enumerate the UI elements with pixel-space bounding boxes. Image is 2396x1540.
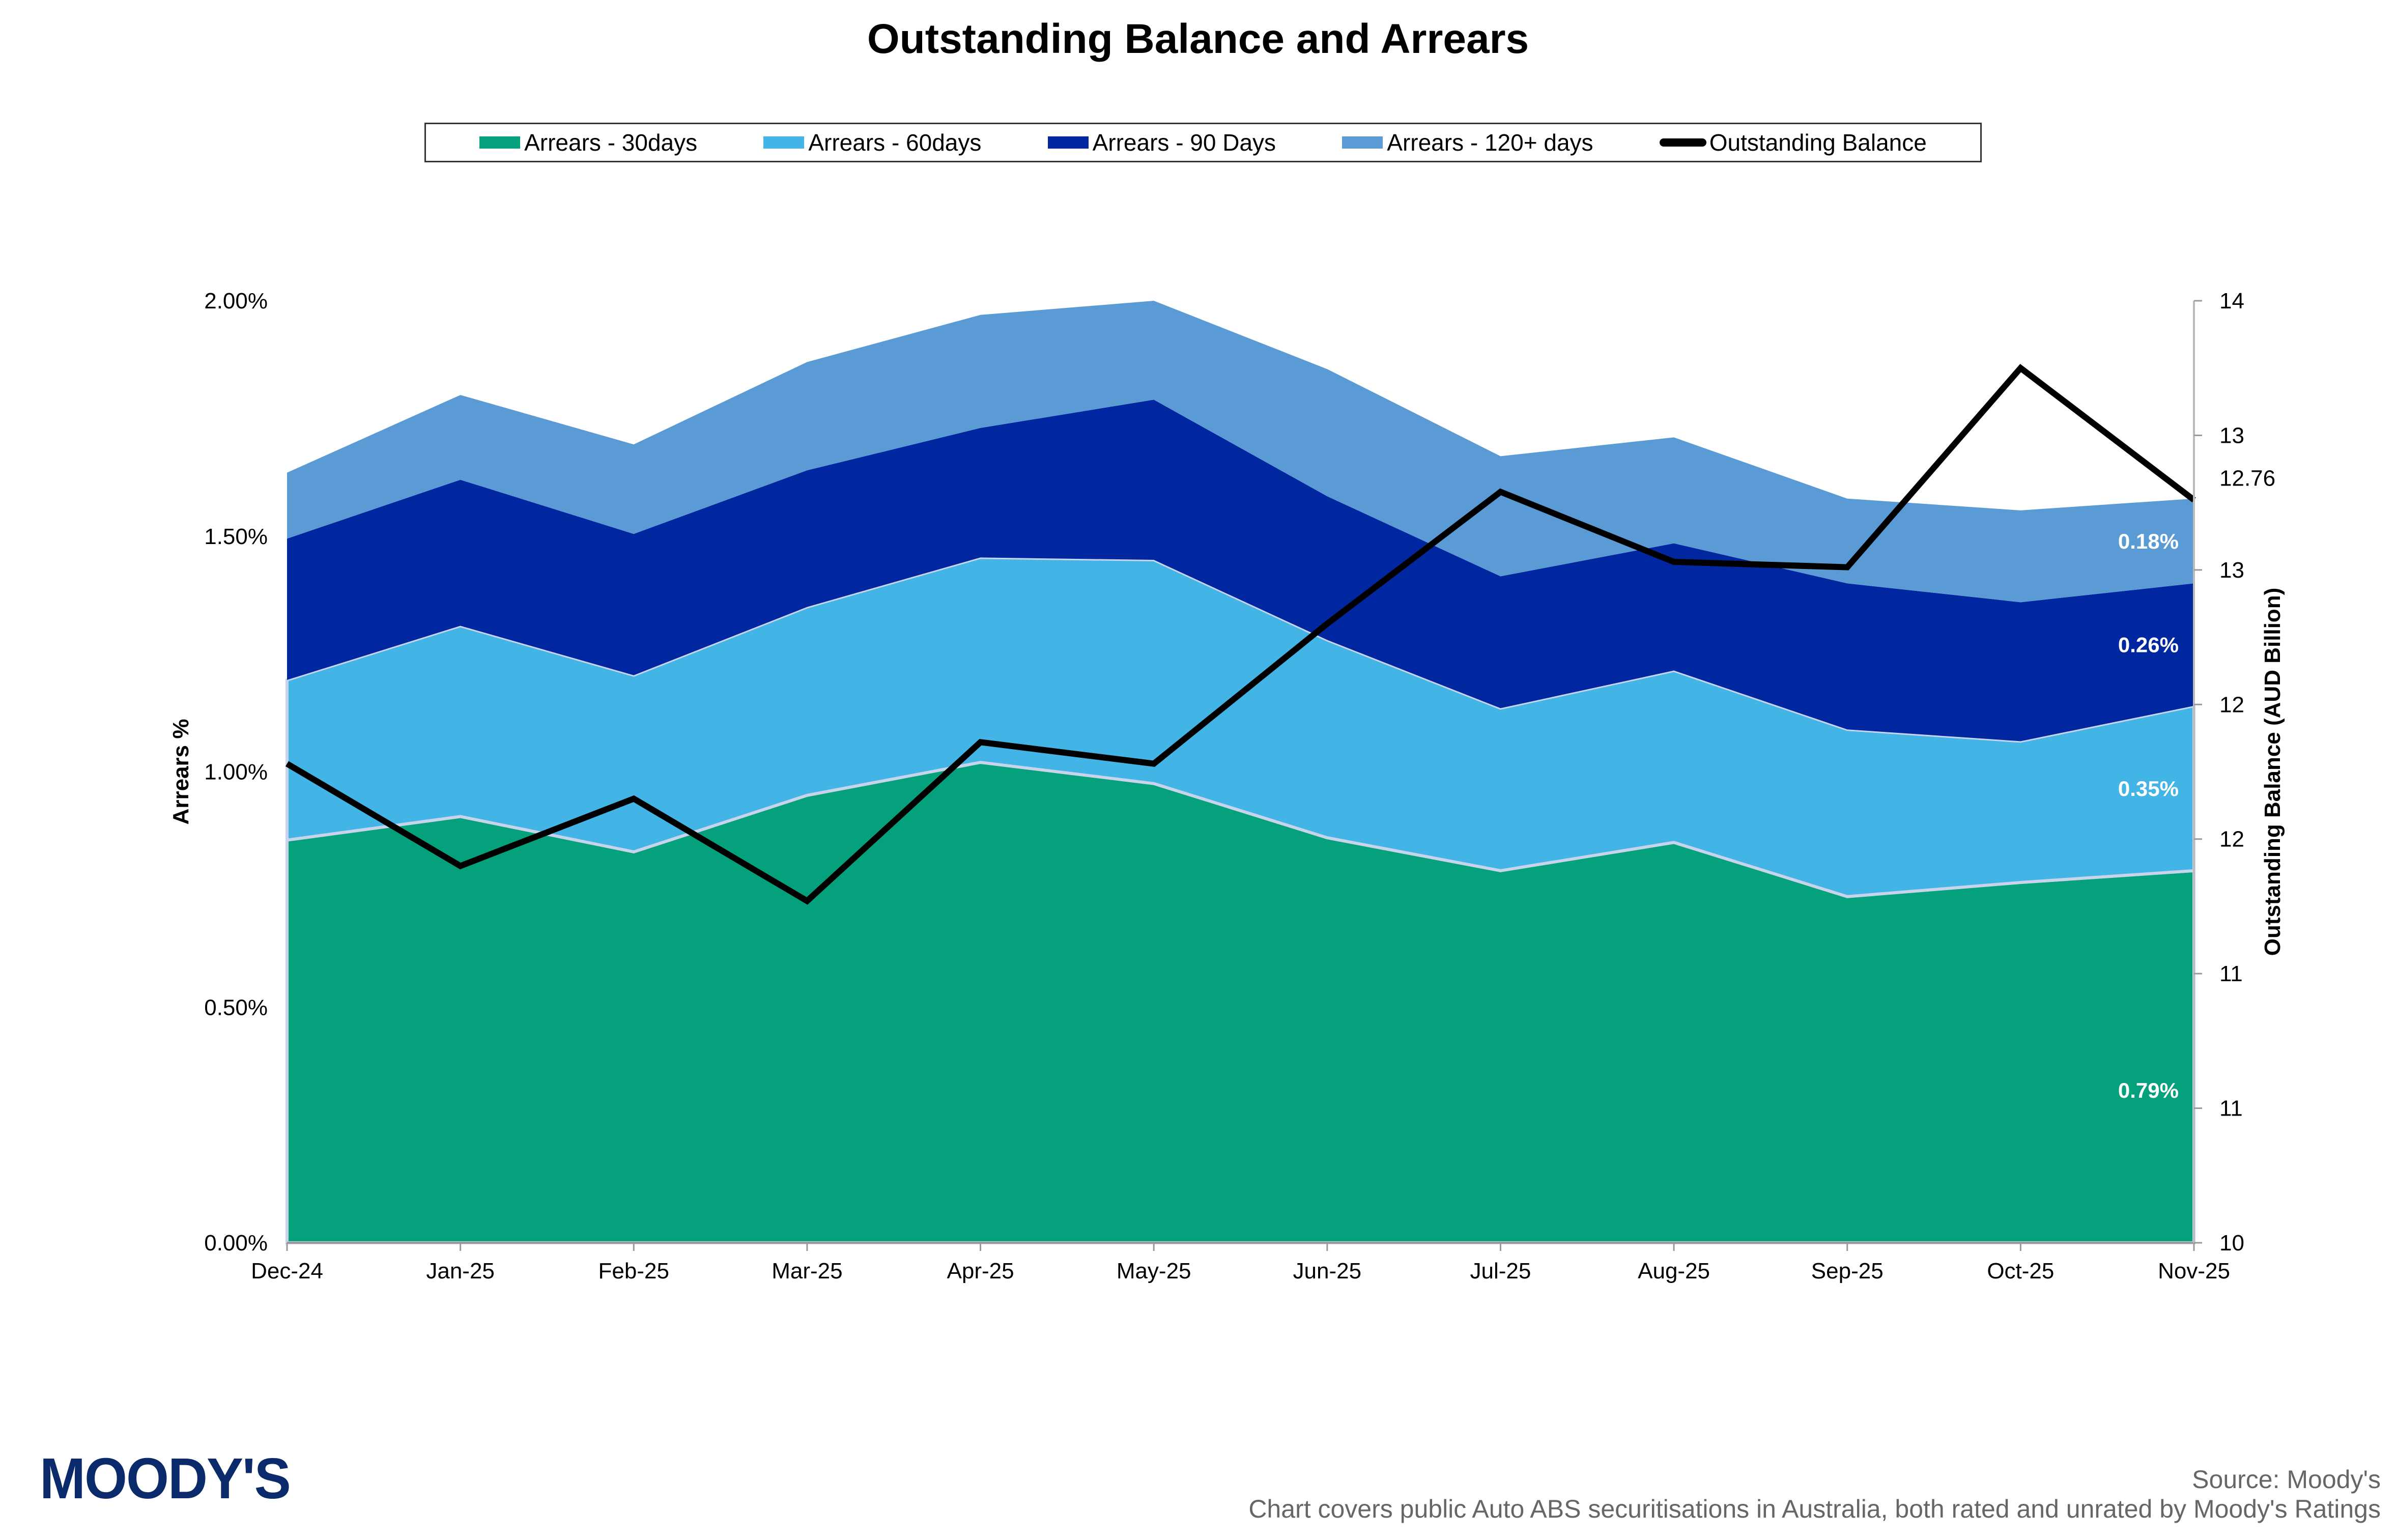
y-tick-label: 0.50% xyxy=(204,995,268,1020)
legend-label: Arrears - 60days xyxy=(808,129,982,156)
x-tick-label: May-25 xyxy=(1117,1259,1191,1284)
y-tick-label: 1.00% xyxy=(204,760,268,785)
x-tick-label: Jul-25 xyxy=(1470,1259,1531,1284)
y-axis-title: Arrears % xyxy=(168,719,193,825)
legend-line-outstanding-balance xyxy=(1659,138,1706,147)
x-tick-label: Aug-25 xyxy=(1638,1259,1710,1284)
legend-item-arrears-30: Arrears - 30days xyxy=(479,129,697,156)
x-tick-label: Dec-24 xyxy=(251,1259,323,1284)
legend-swatch-arrears-30 xyxy=(479,136,521,149)
legend-item-arrears-90: Arrears - 90 Days xyxy=(1047,129,1276,156)
coverage-note: Chart covers public Auto ABS securitisat… xyxy=(1248,1495,2381,1523)
x-tick-label: Jun-25 xyxy=(1293,1259,1362,1284)
x-tick-label: Oct-25 xyxy=(1987,1259,2054,1284)
y2-axis-title: Outstanding Balance (AUD Billion) xyxy=(2260,588,2285,956)
x-tick-label: Apr-25 xyxy=(947,1259,1014,1284)
y2-tick-label: 13 xyxy=(2219,558,2244,583)
line-series-group xyxy=(285,364,2196,905)
legend-swatch-arrears-120 xyxy=(1342,136,1383,149)
area-arrears-120-days xyxy=(287,301,2194,603)
legend-label: Arrears - 30days xyxy=(524,129,698,156)
line-outstanding-balance xyxy=(285,364,2196,905)
y2-tick-label: 10 xyxy=(2219,1231,2244,1256)
y2-tick-label: 11 xyxy=(2219,961,2243,986)
y2-tick-label: 14 xyxy=(2219,289,2244,313)
y-tick-label: 0.00% xyxy=(204,1231,268,1256)
data-labels-group: 0.79% 0.35% 0.26% 0.18% 12.76 xyxy=(2118,466,2275,1102)
legend-label: Arrears - 120+ days xyxy=(1387,129,1593,156)
legend-item-arrears-120: Arrears - 120+ days xyxy=(1342,129,1593,156)
legend: Arrears - 30days Arrears - 60days Arrear… xyxy=(424,123,1982,162)
data-label: 0.35% xyxy=(2118,777,2179,801)
x-tick-label: Mar-25 xyxy=(772,1259,842,1284)
source-text: Source: Moody's xyxy=(2192,1465,2381,1494)
y2-tick-label: 11 xyxy=(2219,1096,2243,1121)
source-note: Source: Moody's Chart covers public Auto… xyxy=(1248,1465,2381,1524)
area-series-group xyxy=(286,301,2195,1244)
data-label: 0.18% xyxy=(2118,529,2179,553)
y-tick-label: 2.00% xyxy=(204,289,268,313)
x-tick-label: Nov-25 xyxy=(2158,1259,2230,1284)
y2-tick-label: 12 xyxy=(2219,827,2244,852)
x-tick-label: Jan-25 xyxy=(426,1259,495,1284)
legend-item-arrears-60: Arrears - 60days xyxy=(763,129,981,156)
y2-tick-label: 13 xyxy=(2219,423,2244,448)
y2-tick-label: 12 xyxy=(2219,692,2244,717)
legend-label: Outstanding Balance xyxy=(1709,129,1927,156)
x-tick-label: Sep-25 xyxy=(1811,1259,1884,1284)
legend-label: Arrears - 90 Days xyxy=(1092,129,1276,156)
legend-swatch-arrears-60 xyxy=(763,136,805,149)
legend-swatch-arrears-90 xyxy=(1047,136,1089,149)
axes-group: Dec-24 Jan-25 Feb-25 Mar-25 Apr-25 May-25 Jun-… xyxy=(204,289,2244,1284)
chart-title: Outstanding Balance and Arrears xyxy=(867,16,1529,62)
x-tick-label: Feb-25 xyxy=(598,1259,669,1284)
area-arrears-90-days xyxy=(287,400,2194,742)
data-label: 0.26% xyxy=(2118,633,2179,657)
legend-item-outstanding-balance: Outstanding Balance xyxy=(1659,129,1927,156)
y-tick-label: 1.50% xyxy=(204,524,268,549)
data-label: 0.79% xyxy=(2118,1078,2179,1102)
data-label-balance: 12.76 xyxy=(2219,466,2275,491)
moodys-logo: MOODY'S xyxy=(40,1445,291,1511)
